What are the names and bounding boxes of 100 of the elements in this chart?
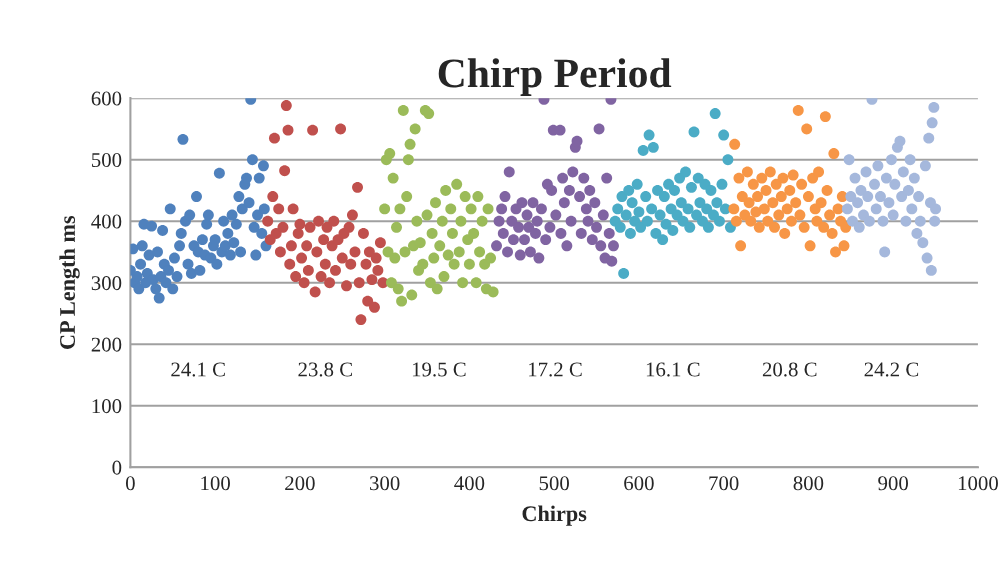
point bbox=[313, 215, 325, 227]
point bbox=[828, 148, 840, 159]
point bbox=[741, 166, 753, 178]
point bbox=[586, 234, 598, 246]
point bbox=[872, 160, 884, 172]
point bbox=[877, 215, 889, 227]
point bbox=[769, 221, 780, 233]
point bbox=[503, 166, 515, 178]
point bbox=[894, 135, 906, 147]
point bbox=[801, 123, 813, 135]
point bbox=[531, 215, 543, 227]
point bbox=[401, 191, 413, 203]
point bbox=[472, 191, 484, 203]
point bbox=[603, 228, 615, 239]
point bbox=[716, 178, 728, 190]
point bbox=[597, 209, 609, 221]
point bbox=[384, 148, 396, 159]
point bbox=[743, 197, 755, 209]
point bbox=[667, 224, 679, 236]
x-tick-label: 800 bbox=[793, 476, 824, 491]
point bbox=[399, 246, 411, 258]
point bbox=[897, 166, 909, 178]
point bbox=[767, 197, 779, 209]
x-tick-label: 1000 bbox=[958, 476, 998, 491]
point bbox=[647, 141, 659, 153]
point bbox=[824, 209, 836, 221]
point bbox=[713, 215, 725, 227]
point bbox=[474, 246, 486, 258]
point bbox=[269, 132, 280, 144]
point bbox=[557, 172, 569, 184]
y-tick-label: 100 bbox=[92, 399, 122, 414]
point bbox=[896, 191, 908, 203]
point bbox=[438, 271, 450, 283]
point bbox=[904, 154, 916, 166]
point bbox=[352, 181, 363, 193]
point bbox=[777, 172, 789, 184]
point bbox=[860, 166, 872, 178]
point bbox=[685, 181, 697, 193]
point bbox=[391, 221, 402, 233]
point bbox=[908, 172, 920, 184]
point bbox=[925, 264, 937, 276]
point bbox=[453, 246, 465, 258]
point bbox=[813, 166, 825, 178]
point bbox=[442, 249, 454, 261]
point bbox=[618, 268, 630, 279]
point bbox=[374, 237, 386, 249]
point bbox=[620, 209, 632, 221]
point bbox=[906, 203, 918, 215]
point bbox=[811, 215, 823, 227]
point bbox=[784, 184, 796, 196]
point bbox=[516, 197, 528, 209]
point bbox=[886, 154, 897, 166]
point bbox=[792, 104, 804, 116]
x-tick-label: 900 bbox=[878, 476, 908, 491]
x-tick-label: 100 bbox=[201, 476, 230, 491]
x-axis-title: Chirps bbox=[522, 505, 587, 526]
point bbox=[764, 166, 776, 178]
point bbox=[540, 234, 552, 246]
point bbox=[841, 203, 853, 215]
point bbox=[284, 258, 296, 270]
x-tick-label: 500 bbox=[539, 476, 569, 491]
x-tick-label: 0 bbox=[125, 476, 135, 491]
point bbox=[722, 154, 734, 166]
point bbox=[555, 228, 567, 239]
annotation: 16.1 C bbox=[646, 362, 700, 377]
point bbox=[680, 166, 691, 178]
point bbox=[770, 178, 782, 190]
point bbox=[366, 274, 378, 286]
point bbox=[818, 221, 830, 233]
point bbox=[773, 209, 785, 221]
annotation: 17.2 C bbox=[529, 362, 582, 377]
point bbox=[804, 240, 816, 252]
point bbox=[911, 228, 923, 239]
point bbox=[513, 221, 525, 233]
point bbox=[508, 234, 519, 246]
point bbox=[318, 234, 330, 246]
point bbox=[840, 221, 852, 233]
point bbox=[756, 172, 768, 184]
point bbox=[524, 246, 536, 258]
point bbox=[574, 191, 586, 203]
point bbox=[336, 252, 348, 264]
point bbox=[571, 135, 583, 147]
y-tick-label: 400 bbox=[91, 214, 122, 229]
point bbox=[302, 264, 314, 276]
point bbox=[476, 215, 488, 227]
point bbox=[900, 215, 912, 227]
point bbox=[730, 215, 742, 227]
point bbox=[277, 221, 289, 233]
point bbox=[702, 221, 714, 233]
point bbox=[879, 246, 891, 258]
point bbox=[379, 203, 391, 215]
point bbox=[423, 108, 435, 119]
point bbox=[470, 277, 482, 289]
point bbox=[728, 203, 740, 215]
point bbox=[440, 184, 452, 196]
point bbox=[455, 215, 467, 227]
point bbox=[535, 203, 547, 215]
point bbox=[349, 246, 361, 258]
point bbox=[565, 215, 577, 227]
point bbox=[802, 191, 814, 203]
